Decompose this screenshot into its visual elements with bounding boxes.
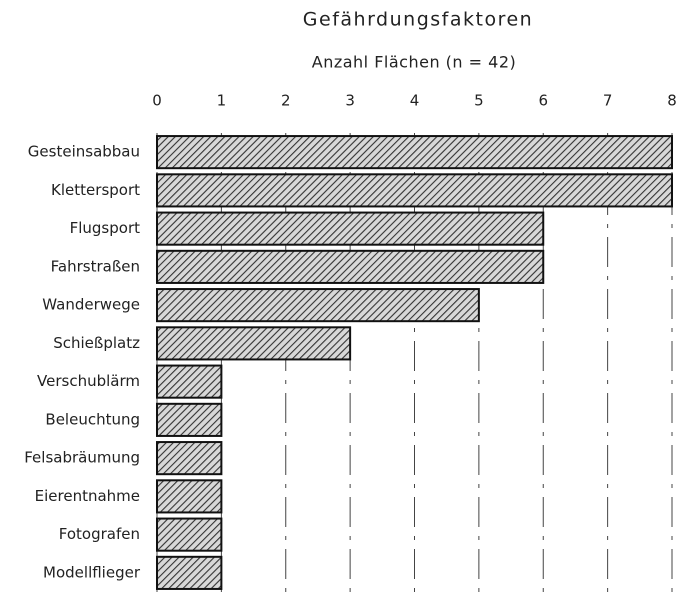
y-tick-label: Gesteinsabbau <box>28 143 140 161</box>
bar <box>156 211 545 246</box>
bar <box>156 441 223 476</box>
bar <box>156 288 480 323</box>
x-tick-label: 4 <box>410 92 420 110</box>
x-tick-label: 2 <box>281 92 291 110</box>
x-tick-label: 1 <box>217 92 227 110</box>
x-tick-label: 7 <box>603 92 613 110</box>
y-tick-label: Flugsport <box>70 219 141 237</box>
y-tick-label: Wanderwege <box>42 296 140 314</box>
bar <box>156 402 223 437</box>
y-tick-label: Verschublärm <box>37 372 140 390</box>
x-tick-label: 8 <box>667 92 677 110</box>
x-tick-label: 3 <box>345 92 355 110</box>
y-tick-label: Felsabräumung <box>24 449 140 467</box>
bar <box>156 326 352 361</box>
x-tick-label: 6 <box>538 92 548 110</box>
bar <box>156 479 223 514</box>
axis-label: Anzahl Flächen (n = 42) <box>312 53 516 72</box>
bar <box>156 173 673 208</box>
x-tick-label: 0 <box>152 92 162 110</box>
bar <box>156 249 545 284</box>
bar <box>156 555 223 590</box>
chart-title: Gefährdungsfaktoren <box>303 9 533 31</box>
bar <box>156 517 223 552</box>
y-tick-label: Modellflieger <box>43 563 141 581</box>
x-tick-label: 5 <box>474 92 484 110</box>
bar <box>156 135 673 170</box>
y-tick-label: Klettersport <box>51 181 140 199</box>
y-tick-label: Fotografen <box>59 525 140 543</box>
y-tick-label: Eierentnahme <box>35 487 140 505</box>
bar <box>156 364 223 399</box>
y-tick-label: Schießplatz <box>53 334 140 352</box>
y-tick-label: Beleuchtung <box>45 410 140 428</box>
y-tick-label: Fahrstraßen <box>51 257 140 275</box>
